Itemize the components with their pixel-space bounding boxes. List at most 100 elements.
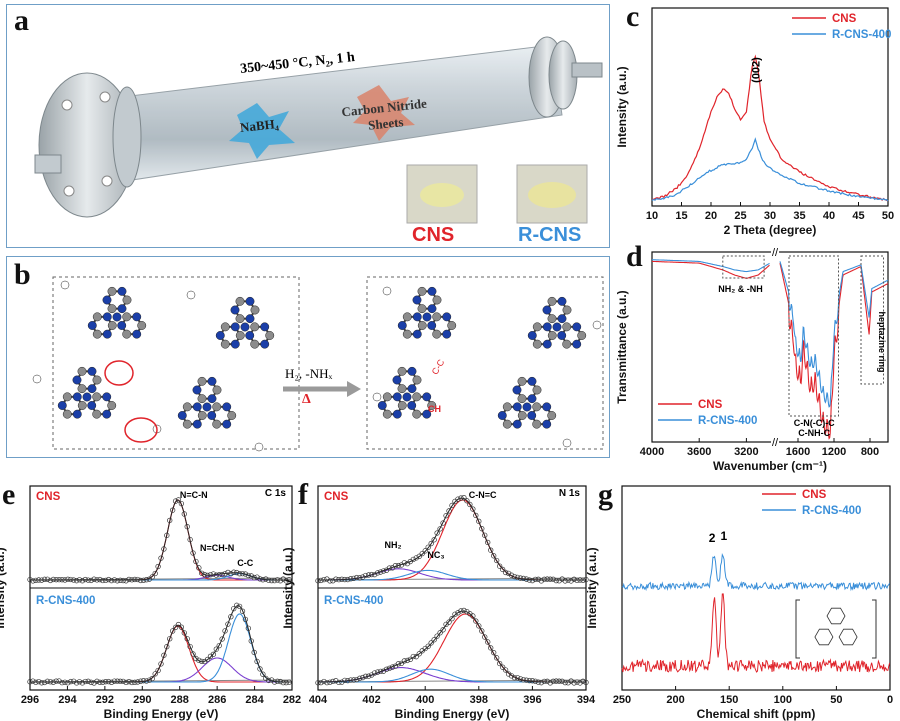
x-tick-label: 4000 xyxy=(640,446,664,458)
nitrogen-atom xyxy=(240,322,250,332)
data-point xyxy=(476,518,482,524)
cn-box xyxy=(788,255,839,417)
data-point xyxy=(327,578,333,584)
series-line-cns xyxy=(652,54,889,202)
nitrogen-atom xyxy=(422,312,432,322)
x-tick-label: 250 xyxy=(613,694,631,706)
data-point xyxy=(452,498,458,505)
x-tick-label: 398 xyxy=(470,694,488,706)
data-point xyxy=(108,577,115,584)
data-point xyxy=(117,577,123,583)
data-point xyxy=(571,680,577,686)
data-point xyxy=(239,608,246,614)
data-point xyxy=(470,613,476,619)
plot-frame xyxy=(621,485,891,691)
carbon-atom xyxy=(212,419,222,429)
component-peak xyxy=(318,568,585,581)
legend-label: R-CNS-400 xyxy=(832,29,891,41)
hydrogen-atom xyxy=(382,286,392,296)
data-point xyxy=(204,656,211,663)
data-point xyxy=(574,577,580,584)
data-point xyxy=(508,572,515,578)
data-point xyxy=(216,642,222,649)
heptazine-inset xyxy=(795,599,877,659)
data-point xyxy=(114,678,120,684)
data-point xyxy=(559,678,565,684)
hydrogen-atom xyxy=(186,290,196,300)
data-point xyxy=(196,565,202,571)
cnc-annotation: C-N(-C)-C xyxy=(794,418,835,428)
data-point xyxy=(467,501,473,508)
carbon-atom xyxy=(547,331,557,340)
data-point xyxy=(283,578,289,584)
sample-label: R-CNS-400 xyxy=(36,595,95,607)
data-point xyxy=(97,679,103,685)
carbon-atom xyxy=(562,322,572,332)
data-point xyxy=(541,678,547,685)
data-point xyxy=(553,577,559,584)
carbon-atom xyxy=(547,314,557,324)
data-point xyxy=(485,639,491,645)
data-point xyxy=(553,678,559,684)
axis-break-mark-top: // xyxy=(772,247,779,259)
data-point xyxy=(404,657,410,664)
carbon-atom xyxy=(107,304,117,314)
data-point xyxy=(324,576,330,582)
sample-rcns-label: R-CNS xyxy=(518,224,582,246)
data-point xyxy=(71,678,77,684)
nitrogen-atom xyxy=(557,296,567,306)
data-point xyxy=(526,677,533,684)
data-point xyxy=(266,677,272,684)
x-tick-label: 0 xyxy=(887,694,893,706)
nitrogen-atom xyxy=(230,305,240,315)
nitrogen-atom xyxy=(542,419,552,429)
data-point xyxy=(550,678,556,684)
legend-label: CNS xyxy=(698,399,723,411)
nitrogen-atom xyxy=(412,295,422,305)
data-point xyxy=(225,621,231,627)
nitrogen-atom xyxy=(87,366,97,376)
data-point xyxy=(395,661,402,667)
carbon-atom xyxy=(250,322,260,332)
nitrogen-atom xyxy=(442,312,452,322)
data-point xyxy=(577,680,583,686)
data-point xyxy=(38,577,45,583)
data-point xyxy=(65,576,71,582)
carbon-atom xyxy=(397,366,407,376)
data-point xyxy=(413,555,419,561)
nitrogen-atom xyxy=(72,375,82,385)
carbon-atom xyxy=(182,419,192,429)
component-peak xyxy=(318,667,585,683)
nitrogen-atom xyxy=(117,321,127,330)
nitrogen-atom xyxy=(427,321,437,330)
data-point xyxy=(283,679,289,686)
data-point xyxy=(56,678,62,684)
x-axis-label: Chemical shift (ppm) xyxy=(697,707,816,721)
legend-label: CNS xyxy=(802,489,827,501)
bracket-right xyxy=(872,599,877,659)
y-axis-label: Intensity (a.u.) xyxy=(281,547,295,628)
data-point xyxy=(210,651,217,657)
data-point xyxy=(286,679,292,685)
data-point xyxy=(354,676,360,683)
data-point xyxy=(443,621,449,628)
data-point xyxy=(231,605,237,612)
x-tick-label: 15 xyxy=(675,210,687,222)
data-point xyxy=(47,577,54,584)
data-point xyxy=(336,577,342,583)
data-point xyxy=(257,576,263,582)
data-point xyxy=(496,563,503,569)
data-point xyxy=(374,570,381,576)
data-point xyxy=(362,673,369,679)
data-point xyxy=(458,495,464,501)
data-point xyxy=(437,630,443,636)
data-point xyxy=(196,657,202,663)
data-point xyxy=(401,560,408,566)
y-axis-label: Transmittance (a.u.) xyxy=(615,290,629,403)
carbon-atom xyxy=(562,339,572,349)
chart-c-xrd: 2 Theta (degree) Intensity (a.u.) 10 15 20 25… xyxy=(615,7,894,237)
sample-cns-label: CNS xyxy=(412,224,455,246)
molecular-structure xyxy=(32,276,604,452)
data-point xyxy=(470,506,476,512)
data-point xyxy=(511,573,518,580)
